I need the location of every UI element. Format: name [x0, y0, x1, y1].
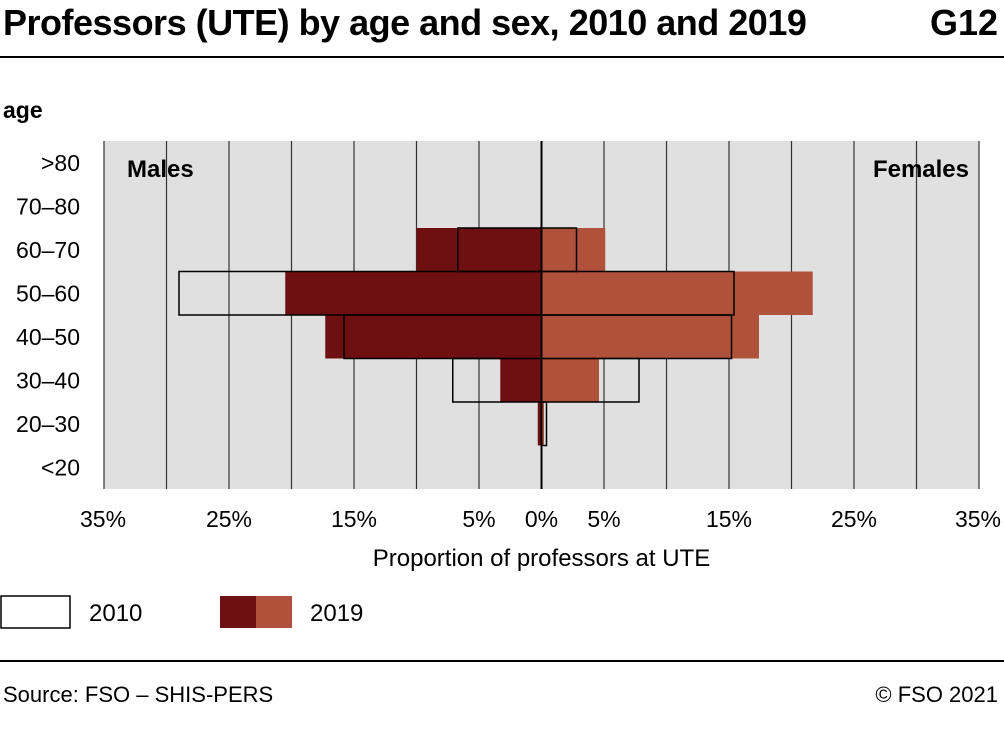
- x-tick-label: 5%: [587, 506, 620, 532]
- bars-2019: [285, 228, 813, 446]
- bar-2019-males: [500, 358, 542, 402]
- bar-2019-females: [541, 358, 599, 402]
- top-rule: [0, 56, 1004, 58]
- age-category-labels: >80 70–80 60–70 50–60 40–50 30–40 20–30 <20: [16, 150, 80, 481]
- x-tick-label: 0%: [525, 506, 558, 532]
- pyramid-chart: >80 70–80 60–70 50–60 40–50 30–40 20–30 <20 35%…: [0, 97, 1001, 629]
- males-side-label: Males: [127, 156, 194, 183]
- legend-swatch-2019-males: [220, 596, 256, 628]
- chart-code: G12: [929, 2, 998, 43]
- females-side-label: Females: [873, 156, 969, 183]
- legend: 2010 2019: [0, 595, 363, 629]
- bar-2019-males: [416, 228, 542, 272]
- copyright-note: © FSO 2021: [875, 682, 998, 707]
- bar-2019-males: [325, 315, 542, 359]
- age-category-label: 40–50: [16, 324, 80, 350]
- x-tick-label: 15%: [706, 506, 752, 532]
- x-tick-label: 15%: [331, 506, 377, 532]
- legend-label-2019: 2019: [310, 600, 363, 627]
- age-category-label: <20: [41, 454, 80, 480]
- legend-label-2010: 2010: [89, 600, 142, 627]
- x-tick-label: 25%: [831, 506, 877, 532]
- source-note: Source: FSO – SHIS-PERS: [3, 682, 274, 707]
- age-category-label: 50–60: [16, 280, 80, 306]
- x-axis-label: Proportion of professors at UTE: [373, 545, 710, 572]
- age-category-label: >80: [41, 150, 80, 176]
- age-category-label: 30–40: [16, 367, 80, 393]
- y-axis-label: age: [3, 97, 43, 123]
- bar-2019-females: [541, 271, 813, 315]
- age-category-label: 20–30: [16, 411, 80, 437]
- bar-2019-males: [537, 402, 542, 446]
- bottom-rule: [0, 660, 1004, 662]
- legend-swatch-2019-females: [256, 596, 292, 628]
- bar-2019-females: [541, 402, 544, 446]
- age-category-label: 70–80: [16, 193, 80, 219]
- bar-2019-males: [285, 271, 542, 315]
- age-category-label: 60–70: [16, 237, 80, 263]
- x-tick-label: 25%: [206, 506, 252, 532]
- x-tick-label: 35%: [80, 506, 126, 532]
- x-tick-labels: 35% 25% 15% 5% 0% 5% 15% 25% 35%: [80, 506, 1001, 532]
- legend-swatch-2010: [0, 595, 71, 629]
- x-tick-label: 35%: [955, 506, 1001, 532]
- x-tick-label: 5%: [462, 506, 495, 532]
- chart-title: Professors (UTE) by age and sex, 2010 an…: [3, 2, 807, 43]
- bar-2019-females: [541, 228, 606, 272]
- bar-2019-females: [541, 315, 759, 359]
